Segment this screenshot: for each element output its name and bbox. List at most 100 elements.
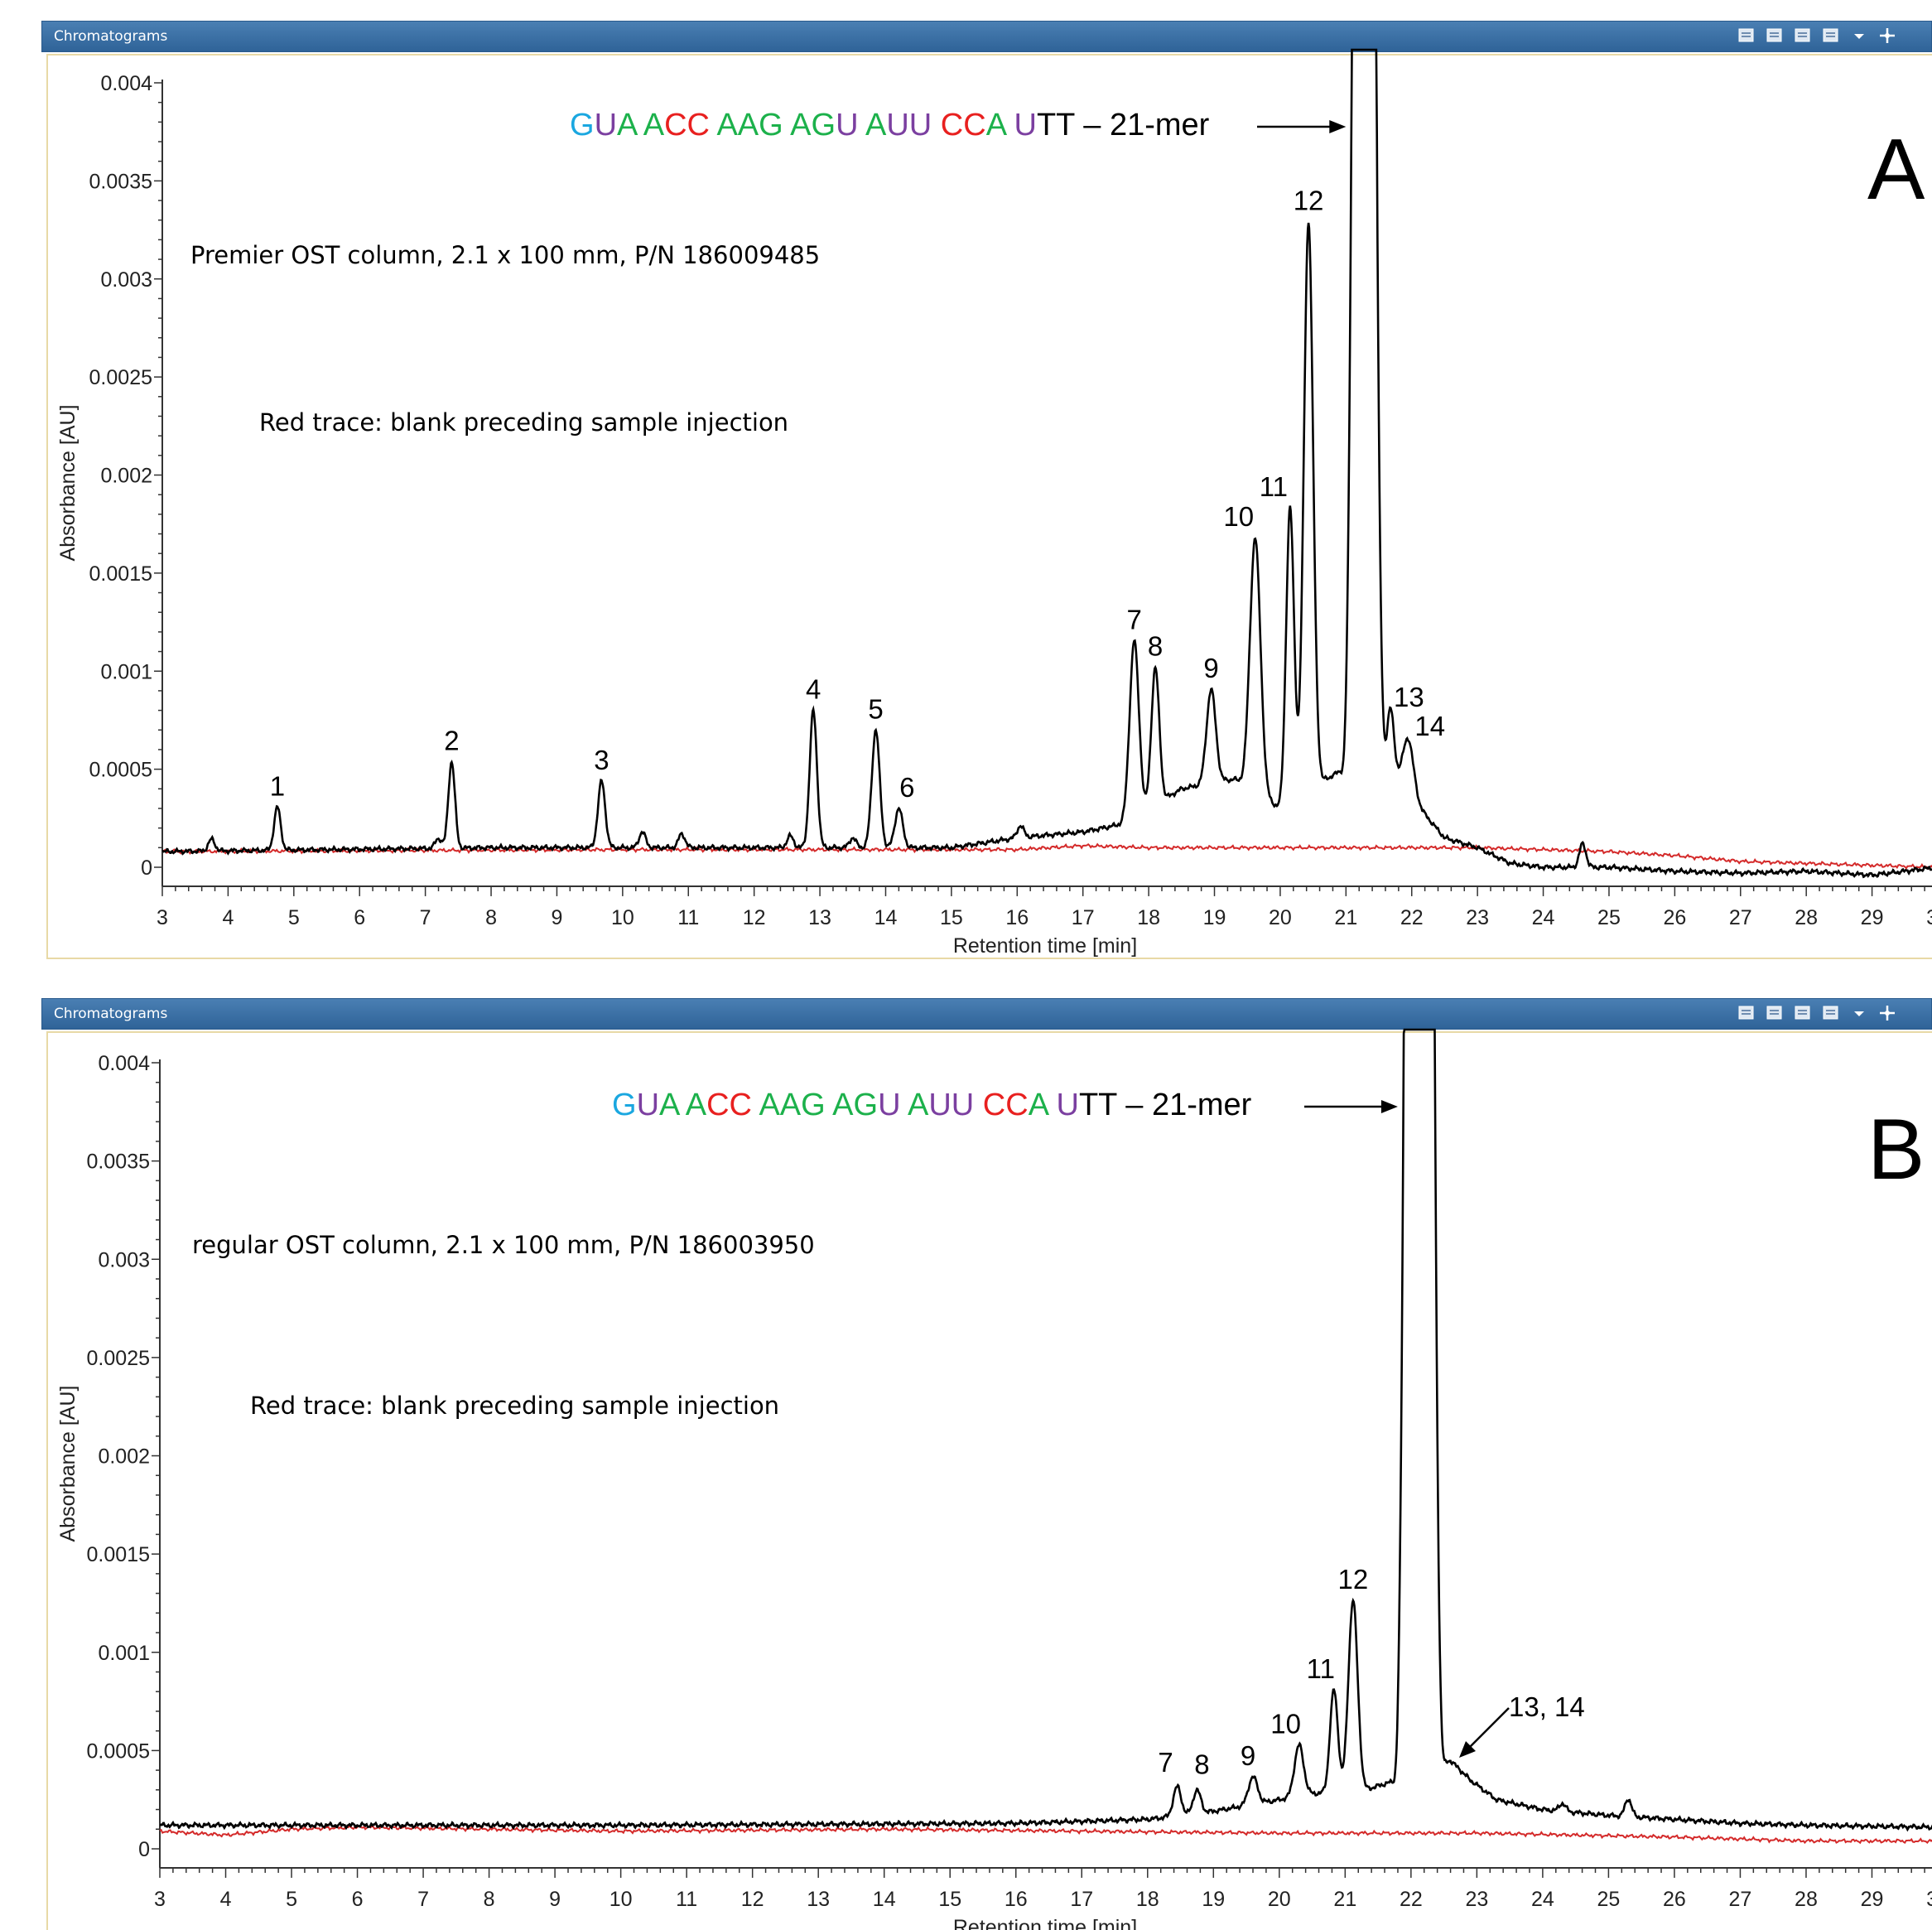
x-tick-label: 19 [1203, 906, 1226, 929]
x-tick-label: 17 [1072, 906, 1095, 929]
column-note: regular OST column, 2.1 x 100 mm, P/N 18… [192, 1231, 815, 1259]
arrow-head [1459, 1741, 1476, 1758]
x-tick-label: 14 [874, 906, 898, 929]
y-tick-label: 0.0005 [89, 759, 152, 782]
sequence-segment: U [1057, 1088, 1079, 1122]
y-tick-label: 0.0025 [87, 1347, 150, 1370]
plot-area [46, 54, 1932, 959]
peak-label-2: 2 [444, 726, 459, 756]
blank-note: Red trace: blank preceding sample inject… [259, 408, 788, 437]
sequence-segment: U [637, 1088, 659, 1122]
table-icon[interactable] [1794, 27, 1810, 43]
sequence-segment: TT [1079, 1088, 1117, 1122]
peak-label-4: 4 [806, 674, 821, 705]
x-tick-label: 30 [1926, 1888, 1932, 1911]
export-icon[interactable] [1822, 1004, 1838, 1020]
sequence-segment: UU [886, 108, 940, 142]
peak-label-3: 3 [594, 745, 609, 775]
chart-a: 0 0.0005 0.001 0.0015 0.002 0.0025 0.003 0.0035… [56, 48, 1932, 958]
export-icon[interactable] [1822, 27, 1838, 43]
x-tick-label: 4 [222, 906, 234, 929]
x-tick-label: 11 [676, 1888, 697, 1911]
x-tick-label: 15 [940, 906, 963, 929]
x-tick-label: 20 [1268, 1888, 1291, 1911]
x-tick-label: 23 [1465, 1888, 1488, 1911]
x-tick-label: 5 [288, 906, 300, 929]
y-tick-label: 0.003 [98, 1248, 150, 1271]
x-tick-label: 29 [1861, 1888, 1884, 1911]
zoom-icon[interactable] [1737, 1004, 1754, 1020]
x-tick-label: 24 [1532, 906, 1555, 929]
x-tick-label: 15 [938, 1888, 961, 1911]
peak-label-1: 1 [270, 770, 285, 801]
sequence-segment: A [986, 108, 1014, 142]
blank-trace [159, 1824, 1932, 1845]
y-tick-label: 0.001 [98, 1642, 150, 1665]
sequence-label: GUA ACC AAG AGU AUU CCA UTT – 21-mer [570, 108, 1210, 142]
window-title: Chromatograms [54, 28, 168, 45]
sequence-segment: G [570, 108, 595, 142]
sequence-suffix: – 21-mer [1117, 1088, 1252, 1122]
copy-icon[interactable] [1766, 1004, 1782, 1020]
window-titlebar[interactable]: Chromatograms [41, 998, 1932, 1030]
y-tick-label: 0.0035 [89, 170, 152, 193]
y-axis-title: Absorbance [AU] [56, 404, 79, 561]
x-tick-label: 11 [677, 906, 699, 929]
peak-label-12: 12 [1338, 1564, 1369, 1595]
window-titlebar[interactable]: Chromatograms [41, 21, 1932, 52]
x-tick-label: 9 [551, 906, 562, 929]
sequence-segment: AAG [716, 108, 790, 142]
x-tick-label: 8 [485, 906, 497, 929]
peak-label-6: 6 [899, 772, 914, 803]
y-tick-label: 0.0005 [87, 1739, 150, 1763]
zoom-icon[interactable] [1737, 27, 1754, 43]
peak-label-7: 7 [1126, 604, 1141, 634]
sequence-segment: CC [941, 108, 986, 142]
sequence-segment: A [686, 1088, 707, 1122]
panel-letter: A [1867, 122, 1925, 218]
x-axis-title: Retention time [min] [953, 934, 1137, 958]
copy-icon[interactable] [1766, 27, 1782, 43]
peak-label-8: 8 [1194, 1749, 1209, 1779]
peak-label-14: 14 [1414, 711, 1445, 741]
x-tick-label: 14 [873, 1888, 896, 1911]
sequence-segment: A [865, 108, 887, 142]
x-tick-label: 3 [157, 906, 168, 929]
panel-letter: B [1867, 1102, 1925, 1198]
sequence-segment: CC [664, 108, 716, 142]
x-tick-label: 26 [1663, 906, 1686, 929]
x-tick-label: 5 [286, 1888, 297, 1911]
x-tick-label: 27 [1729, 1888, 1752, 1911]
sequence-segment: U [595, 108, 617, 142]
x-tick-label: 8 [484, 1888, 495, 1911]
x-axis-title: Retention time [min] [953, 1916, 1137, 1930]
x-tick-label: 19 [1202, 1888, 1225, 1911]
sequence-segment: U [836, 108, 865, 142]
sequence-segment: TT [1037, 108, 1075, 142]
x-tick-label: 25 [1597, 1888, 1621, 1911]
peak-label-8: 8 [1148, 631, 1163, 662]
dropdown-arrow-icon[interactable] [1850, 27, 1867, 43]
x-tick-label: 28 [1795, 1888, 1818, 1911]
peak-label-5: 5 [868, 693, 883, 724]
move-icon[interactable] [1878, 1004, 1895, 1020]
y-tick-label: 0.0015 [89, 562, 152, 586]
y-tick-label: 0.0035 [87, 1151, 150, 1174]
y-tick-label: 0.0025 [89, 366, 152, 389]
arrow-head [1380, 1100, 1398, 1113]
x-tick-label: 6 [354, 906, 365, 929]
x-tick-label: 28 [1795, 906, 1818, 929]
blank-trace [162, 842, 1932, 871]
y-tick-label: 0.002 [100, 465, 152, 488]
x-tick-label: 21 [1333, 1888, 1356, 1911]
dropdown-arrow-icon[interactable] [1850, 1004, 1867, 1020]
sequence-segment: A [659, 1088, 686, 1122]
sequence-segment: AG [832, 1088, 878, 1122]
y-tick-label: 0.004 [98, 1052, 150, 1075]
table-icon[interactable] [1794, 1004, 1810, 1020]
move-icon[interactable] [1878, 27, 1895, 43]
x-tick-label: 7 [420, 906, 431, 929]
x-tick-label: 22 [1400, 906, 1424, 929]
sequence-segment: AG [790, 108, 836, 142]
sequence-segment: A [643, 108, 665, 142]
